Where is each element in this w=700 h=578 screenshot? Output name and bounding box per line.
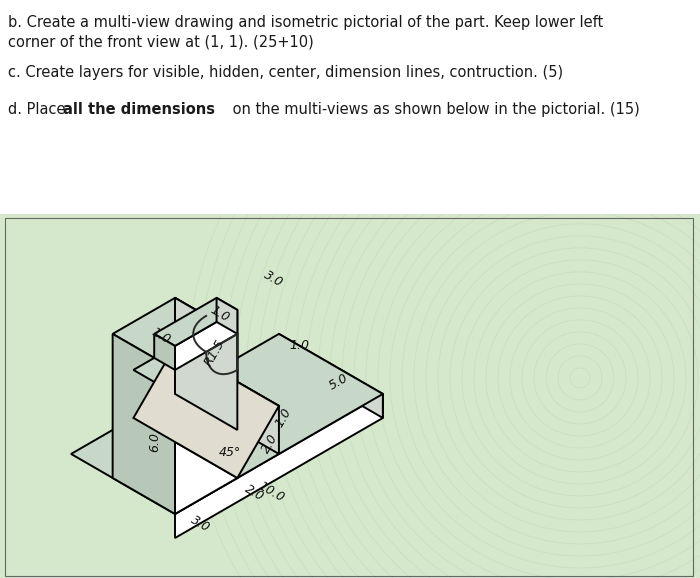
Text: 45°: 45°: [218, 446, 241, 460]
Polygon shape: [175, 394, 383, 538]
Text: R1.5: R1.5: [202, 338, 228, 369]
Polygon shape: [154, 334, 175, 370]
Text: c. Create layers for visible, hidden, center, dimension lines, contruction. (5): c. Create layers for visible, hidden, ce…: [8, 65, 563, 80]
Text: 1.0: 1.0: [289, 339, 309, 353]
Polygon shape: [175, 310, 237, 370]
Text: on the multi-views as shown below in the pictorial. (15): on the multi-views as shown below in the…: [228, 102, 640, 117]
Text: 2.0: 2.0: [242, 482, 266, 503]
Text: 10.0: 10.0: [256, 479, 286, 505]
Text: 6.0: 6.0: [148, 432, 162, 452]
Text: 5.0: 5.0: [327, 371, 351, 392]
Text: 1.0: 1.0: [209, 303, 232, 324]
Text: 2.0: 2.0: [260, 432, 281, 455]
Text: d. Place: d. Place: [8, 102, 70, 117]
Polygon shape: [175, 298, 237, 430]
Text: 1.0: 1.0: [272, 406, 293, 430]
Text: 3.0: 3.0: [188, 513, 212, 535]
Polygon shape: [134, 346, 279, 478]
Text: b. Create a multi-view drawing and isometric pictorial of the part. Keep lower l: b. Create a multi-view drawing and isome…: [8, 15, 603, 30]
Polygon shape: [113, 298, 237, 370]
Polygon shape: [71, 334, 383, 514]
Polygon shape: [134, 346, 175, 418]
Text: 1.0: 1.0: [149, 325, 173, 347]
Polygon shape: [134, 346, 279, 430]
Polygon shape: [216, 298, 237, 334]
Text: all the dimensions: all the dimensions: [63, 102, 215, 117]
Text: corner of the front view at (1, 1). (25+10): corner of the front view at (1, 1). (25+…: [8, 35, 314, 50]
Polygon shape: [154, 298, 237, 346]
Polygon shape: [175, 346, 279, 454]
Polygon shape: [113, 334, 175, 514]
Polygon shape: [175, 298, 237, 478]
Polygon shape: [279, 334, 383, 418]
Polygon shape: [175, 334, 237, 514]
Text: 3.0: 3.0: [262, 268, 286, 290]
